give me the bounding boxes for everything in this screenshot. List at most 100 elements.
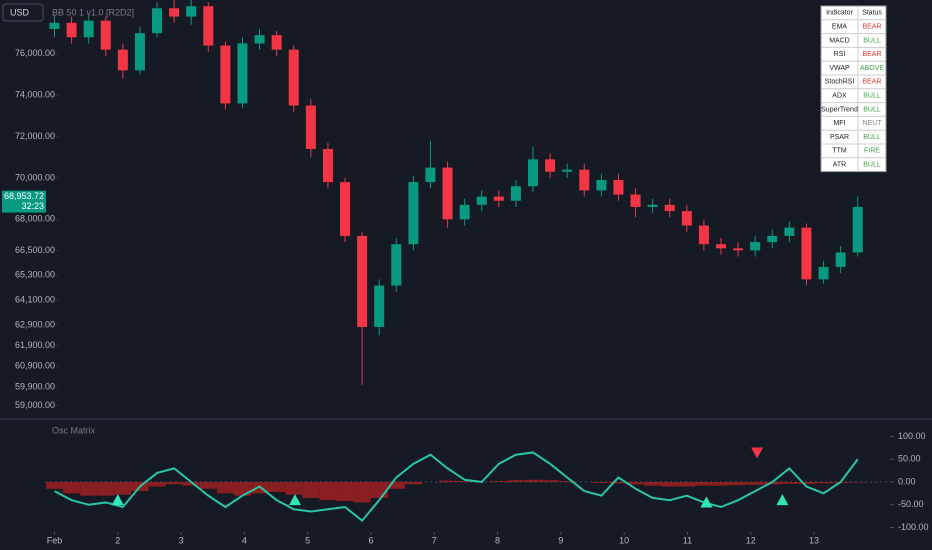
candle-body <box>698 225 709 245</box>
histogram-bar <box>114 482 132 495</box>
histogram-bar <box>558 481 576 482</box>
y-tick-label: 65,300.00 <box>15 270 55 280</box>
osc-line <box>54 451 859 523</box>
candle-body <box>681 211 692 226</box>
table-header: Status <box>862 10 882 17</box>
histogram-bar <box>182 482 200 486</box>
histogram-bar <box>490 481 508 482</box>
candle-body <box>186 6 197 17</box>
histogram-bar <box>233 482 251 496</box>
sell-signal <box>751 447 764 459</box>
candle-body <box>271 35 282 50</box>
x-tick-label: 4 <box>242 535 247 545</box>
table-status: FIRE <box>864 148 880 155</box>
table-status: BULL <box>863 93 881 100</box>
candle-body <box>391 244 402 286</box>
histogram-bar <box>336 482 354 502</box>
y-tick-label: 72,000.00 <box>15 131 55 141</box>
histogram-bar <box>353 482 371 503</box>
candle-body <box>493 196 504 201</box>
y-tick-label: 66,500.00 <box>15 245 55 255</box>
osc-y-tick-label: 100.00 <box>898 431 926 441</box>
candle-body <box>357 235 368 327</box>
y-tick-label: 70,000.00 <box>15 172 55 182</box>
histogram-bar <box>695 482 713 486</box>
candle-body <box>134 33 145 71</box>
histogram-bar <box>439 480 457 482</box>
osc-title: Osc Matrix <box>52 425 96 435</box>
table-indicator: PSAR <box>830 134 849 141</box>
table-status: BULL <box>863 106 881 113</box>
histogram-bar <box>627 482 645 485</box>
buy-signal <box>776 494 789 506</box>
candle-body <box>442 167 453 220</box>
osc-y-tick-label: -100.00 <box>898 522 929 532</box>
x-tick-label: 5 <box>305 535 310 545</box>
y-tick-label: 59,900.00 <box>15 381 55 391</box>
x-tick-label: 12 <box>746 535 756 545</box>
last-price-box <box>2 190 46 213</box>
candle-body <box>852 206 863 253</box>
osc-y-tick-label: 50.00 <box>898 454 921 464</box>
currency[interactable]: USD <box>10 7 30 17</box>
histogram-bar <box>370 482 388 498</box>
candle-body <box>169 8 180 17</box>
candle-body <box>237 43 248 104</box>
candle-body <box>716 244 726 249</box>
histogram-bar <box>678 482 696 487</box>
table-indicator: ATR <box>833 162 846 169</box>
histogram-bar <box>712 482 730 486</box>
candle-body <box>476 196 487 205</box>
histogram-bar <box>97 482 115 496</box>
table-status: ABOVE <box>860 65 884 72</box>
histogram-bar <box>199 482 217 489</box>
table-status: BULL <box>863 37 881 44</box>
candle-body <box>579 169 590 191</box>
histogram-bar <box>644 482 662 486</box>
countdown: 32:23 <box>21 201 44 211</box>
histogram-bar <box>387 482 405 489</box>
histogram-bar <box>285 482 303 495</box>
histogram-bar <box>268 482 286 492</box>
table-indicator: VWAP <box>829 65 850 72</box>
y-tick-label: 76,000.00 <box>15 48 55 58</box>
histogram-bar <box>541 480 559 482</box>
candle-body <box>647 204 658 207</box>
candle-body <box>835 252 846 267</box>
candle-body <box>305 105 316 149</box>
histogram-bar <box>729 482 747 486</box>
histogram-bar <box>815 482 833 484</box>
histogram-bar <box>661 482 679 487</box>
x-tick-label: 13 <box>809 535 819 545</box>
buy-signal <box>700 496 713 508</box>
candle-body <box>322 148 333 183</box>
candles <box>49 0 863 385</box>
candle-body <box>750 242 761 251</box>
y-tick-label: 68,000.00 <box>15 214 55 224</box>
x-tick-label: 8 <box>495 535 500 545</box>
currency-button[interactable] <box>2 3 44 22</box>
candle-body <box>818 266 829 280</box>
histogram-bar <box>45 482 63 489</box>
table-indicator: StochRSI <box>825 79 855 86</box>
y-tick-label: 62,900.00 <box>15 319 55 329</box>
candle-body <box>425 167 436 183</box>
histogram-bar <box>507 480 525 482</box>
candle-body <box>374 285 385 327</box>
y-tick-label: 64,100.00 <box>15 294 55 304</box>
candle-body <box>220 45 231 104</box>
buy-signal <box>111 494 124 506</box>
histogram-bar <box>302 482 320 498</box>
candle-body <box>203 6 214 46</box>
candle-body <box>630 194 641 207</box>
candle-body <box>664 204 675 212</box>
table-indicator: MFI <box>833 120 845 127</box>
candle-body <box>254 35 265 44</box>
y-tick-label: 61,900.00 <box>15 340 55 350</box>
status-table: Indicator Status EMA BEAR MACD BULL RSI BEAR VWA… <box>820 5 887 173</box>
table-indicator: EMA <box>832 24 848 31</box>
x-tick-label: Feb <box>47 535 63 545</box>
candle-body <box>288 49 299 106</box>
histogram-bar <box>165 482 183 485</box>
